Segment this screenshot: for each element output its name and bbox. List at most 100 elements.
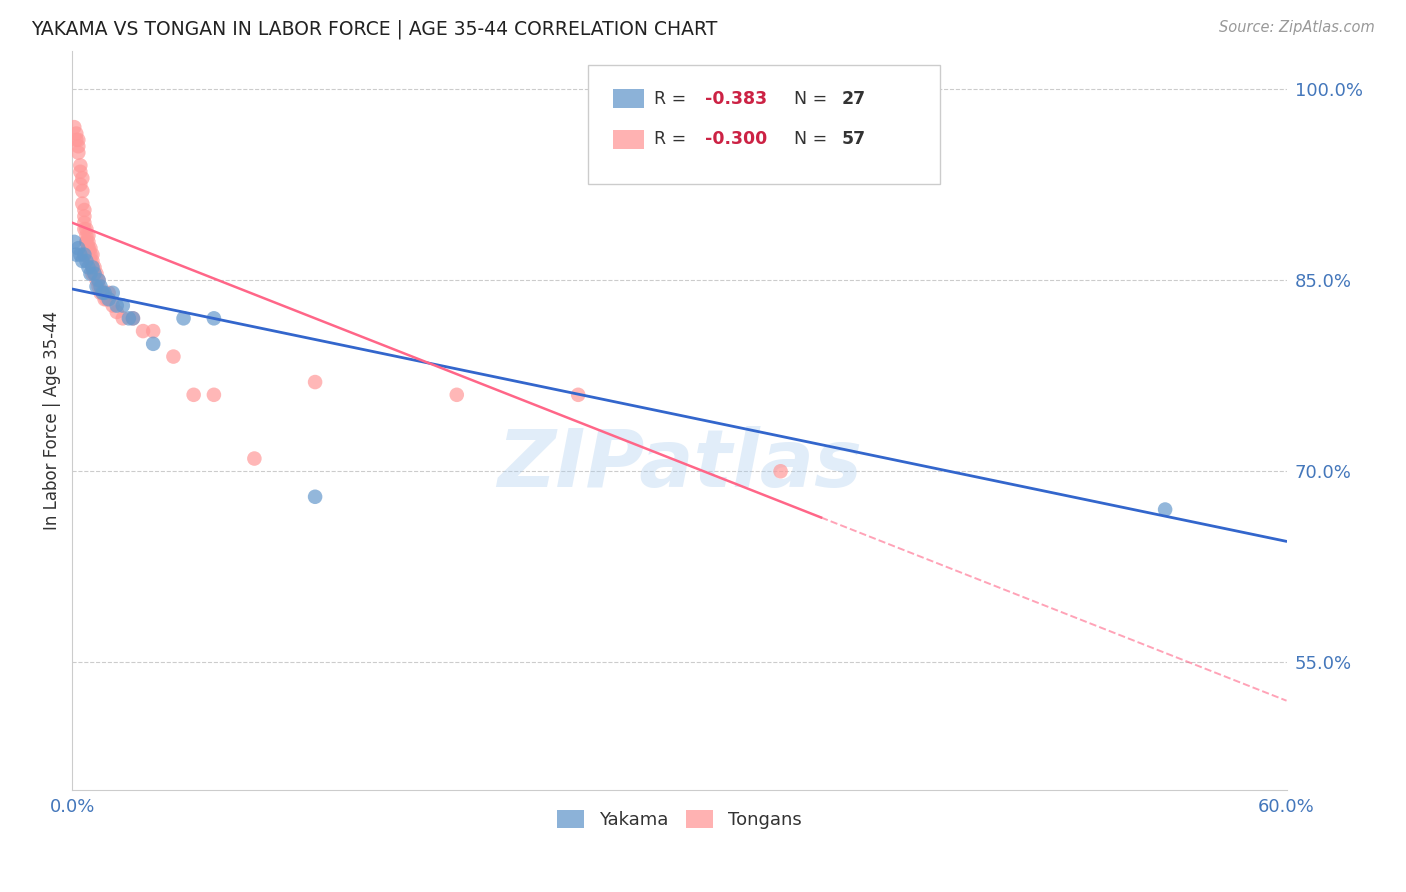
Text: R =: R = bbox=[654, 90, 692, 108]
Point bbox=[87, 273, 110, 287]
Point bbox=[79, 241, 101, 255]
Point bbox=[83, 267, 105, 281]
Point bbox=[63, 120, 86, 135]
Point bbox=[75, 254, 97, 268]
Point bbox=[79, 247, 101, 261]
Text: ZIPatlas: ZIPatlas bbox=[496, 425, 862, 504]
Point bbox=[75, 235, 97, 249]
Point bbox=[72, 196, 94, 211]
Point bbox=[86, 267, 108, 281]
Point bbox=[111, 311, 134, 326]
Point bbox=[69, 247, 91, 261]
Point bbox=[82, 247, 104, 261]
Point bbox=[67, 241, 90, 255]
Point bbox=[69, 178, 91, 192]
Point bbox=[65, 133, 87, 147]
Text: N =: N = bbox=[793, 130, 832, 148]
Point bbox=[63, 235, 86, 249]
Point bbox=[73, 216, 96, 230]
Point bbox=[304, 375, 326, 389]
Point bbox=[77, 228, 100, 243]
Point bbox=[105, 305, 128, 319]
Point bbox=[86, 279, 108, 293]
Point bbox=[1154, 502, 1177, 516]
Point bbox=[97, 292, 120, 306]
FancyBboxPatch shape bbox=[588, 65, 941, 184]
Point bbox=[769, 464, 792, 478]
Point bbox=[183, 388, 205, 402]
Point bbox=[202, 311, 225, 326]
Point bbox=[122, 311, 145, 326]
Text: R =: R = bbox=[654, 130, 692, 148]
Point bbox=[82, 267, 104, 281]
Point bbox=[111, 299, 134, 313]
Text: 27: 27 bbox=[842, 90, 866, 108]
Point bbox=[82, 260, 104, 275]
Point bbox=[65, 127, 87, 141]
Text: 57: 57 bbox=[842, 130, 866, 148]
Point bbox=[65, 247, 87, 261]
Point bbox=[304, 490, 326, 504]
Point bbox=[96, 292, 118, 306]
Point bbox=[69, 158, 91, 172]
Point bbox=[67, 139, 90, 153]
Point bbox=[101, 285, 124, 300]
Point bbox=[93, 292, 115, 306]
Point bbox=[75, 228, 97, 243]
Point bbox=[79, 254, 101, 268]
Point bbox=[77, 241, 100, 255]
Y-axis label: In Labor Force | Age 35-44: In Labor Force | Age 35-44 bbox=[44, 310, 60, 530]
Point bbox=[72, 254, 94, 268]
Text: -0.300: -0.300 bbox=[704, 130, 768, 148]
Point bbox=[77, 247, 100, 261]
Point bbox=[118, 311, 141, 326]
Point bbox=[67, 145, 90, 160]
Legend: Yakama, Tongans: Yakama, Tongans bbox=[550, 803, 808, 837]
Point bbox=[122, 311, 145, 326]
Point bbox=[93, 285, 115, 300]
Point bbox=[101, 299, 124, 313]
Text: Source: ZipAtlas.com: Source: ZipAtlas.com bbox=[1219, 20, 1375, 35]
Point bbox=[77, 260, 100, 275]
FancyBboxPatch shape bbox=[613, 129, 644, 149]
Text: YAKAMA VS TONGAN IN LABOR FORCE | AGE 35-44 CORRELATION CHART: YAKAMA VS TONGAN IN LABOR FORCE | AGE 35… bbox=[31, 20, 717, 39]
Point bbox=[83, 267, 105, 281]
Point bbox=[77, 235, 100, 249]
FancyBboxPatch shape bbox=[613, 89, 644, 108]
Point bbox=[79, 267, 101, 281]
Point bbox=[75, 235, 97, 249]
Point bbox=[82, 254, 104, 268]
Point bbox=[142, 336, 165, 351]
Point bbox=[82, 260, 104, 275]
Point bbox=[90, 279, 112, 293]
Point bbox=[77, 241, 100, 255]
Point bbox=[173, 311, 195, 326]
Point bbox=[91, 285, 114, 300]
Point bbox=[202, 388, 225, 402]
Point bbox=[69, 165, 91, 179]
Point bbox=[90, 285, 112, 300]
Point bbox=[91, 285, 114, 300]
Point bbox=[87, 273, 110, 287]
Point bbox=[243, 451, 266, 466]
Point bbox=[72, 171, 94, 186]
Point bbox=[142, 324, 165, 338]
Point bbox=[132, 324, 155, 338]
Text: N =: N = bbox=[793, 90, 832, 108]
Text: -0.383: -0.383 bbox=[704, 90, 768, 108]
Point bbox=[75, 222, 97, 236]
Point bbox=[73, 202, 96, 217]
Point bbox=[73, 222, 96, 236]
Point bbox=[73, 210, 96, 224]
Point bbox=[67, 133, 90, 147]
Point bbox=[567, 388, 589, 402]
Point bbox=[446, 388, 468, 402]
Point bbox=[105, 299, 128, 313]
Point bbox=[86, 273, 108, 287]
Point bbox=[97, 285, 120, 300]
Point bbox=[72, 184, 94, 198]
Point bbox=[83, 260, 105, 275]
Point bbox=[162, 350, 184, 364]
Point bbox=[87, 279, 110, 293]
Point bbox=[73, 247, 96, 261]
